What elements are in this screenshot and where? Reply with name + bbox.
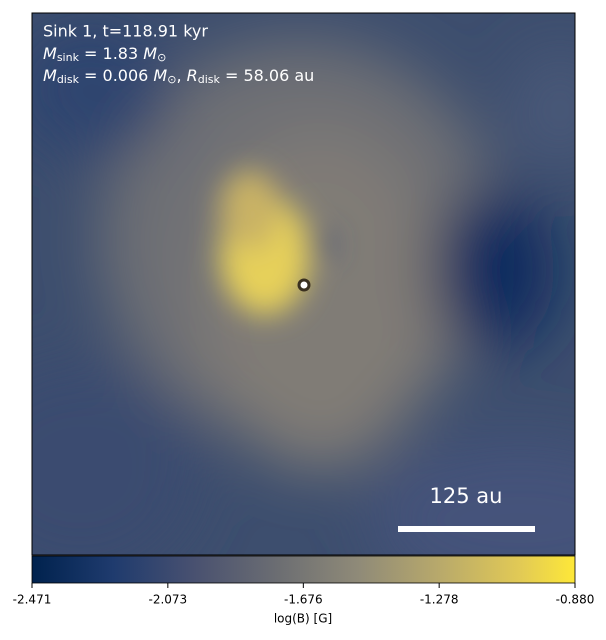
colorbar-tick-label: -1.676 (284, 593, 323, 607)
colorbar-tick-label: -2.471 (13, 593, 52, 607)
field-image (32, 13, 575, 555)
colorbar-label: log(B) [G] (274, 612, 332, 626)
annotation: Msink = 1.83 M⊙ (43, 44, 166, 65)
colorbar-tick-label: -0.880 (556, 593, 595, 607)
annotation: Sink 1, t=118.91 kyr (43, 22, 208, 41)
scale-bar-label: 125 au (430, 484, 503, 508)
colorbar (31, 555, 576, 584)
scale-bar (398, 526, 535, 532)
colorbar-tick-label: -2.073 (148, 593, 187, 607)
axes-frame (31, 12, 576, 556)
annotation: Mdisk = 0.006 M⊙, Rdisk = 58.06 au (43, 66, 314, 87)
colorbar-tick-label: -1.278 (420, 593, 459, 607)
